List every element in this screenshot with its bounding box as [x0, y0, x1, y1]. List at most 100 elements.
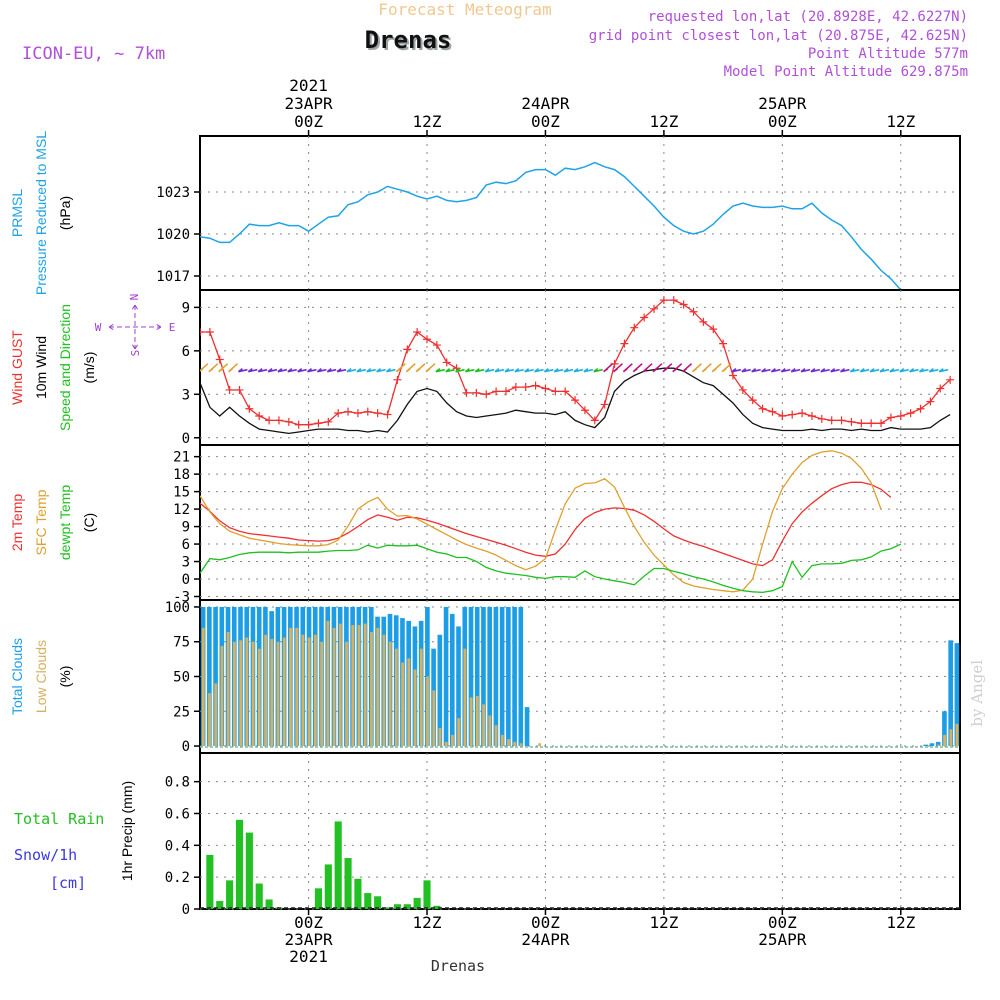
panel-clouds: 0 25 50 75 100 Total Clouds Low Clouds (%) [9, 599, 961, 755]
low-clouds-bar [320, 641, 324, 747]
wind-barb [287, 368, 297, 373]
total-clouds-bar [207, 606, 212, 747]
wind-gust-marker [679, 300, 688, 309]
wind-barb [534, 368, 544, 373]
y-tick-label: 18 [173, 467, 190, 483]
wind-gust-marker [580, 406, 589, 415]
wind-gust-marker [600, 400, 609, 409]
wind-barb [918, 368, 929, 373]
rain-bar [235, 819, 244, 909]
bottom-time-label: 12Z [413, 913, 442, 932]
wind-barb [494, 368, 505, 373]
low-clouds-bar [394, 648, 398, 747]
rain-bar [324, 864, 332, 909]
rain-bar [314, 888, 322, 909]
wind-gust-marker [511, 383, 520, 392]
y-axis-label: (%) [57, 666, 73, 688]
wind-barb [405, 363, 416, 373]
panel-frame [199, 752, 961, 910]
wind-barb [721, 363, 732, 373]
low-clouds-bar [943, 734, 946, 747]
wind-barb [228, 363, 239, 373]
wind-gust-marker [462, 388, 471, 397]
wind-barb [356, 368, 367, 373]
wind-gust-marker [768, 407, 777, 416]
low-clouds-bar [438, 727, 442, 747]
y-tick-label: 0.8 [165, 775, 190, 791]
y-tick-label: 1020 [156, 227, 190, 243]
wind-gust-marker [314, 419, 323, 428]
y-axis-label: 10m Wind [33, 336, 49, 399]
low-clouds-bar [370, 631, 373, 747]
bottom-time-label: 12Z [649, 913, 678, 932]
plot-area [200, 296, 955, 435]
low-clouds-bar [345, 641, 348, 747]
panel-frame [199, 444, 961, 601]
total-clouds-bar [437, 634, 443, 747]
wind-gust-marker [245, 404, 254, 413]
wind-gust-marker [294, 420, 303, 429]
wind-barb [307, 368, 317, 373]
wind-barb [938, 368, 949, 373]
wind-speed-line [200, 367, 951, 435]
total-clouds-bar [935, 741, 941, 747]
wind-gust-marker [225, 385, 234, 394]
wind-gust-marker [265, 416, 274, 425]
chart-subtitle: Forecast Meteogram [378, 0, 552, 19]
wind-gust-marker [916, 404, 925, 413]
total-clouds-bar [948, 640, 953, 747]
bottom-time-label: 00Z [294, 913, 323, 932]
wind-barb [208, 363, 219, 373]
rain-bar [423, 880, 431, 909]
wind-barb [800, 368, 811, 373]
wind-barb [928, 368, 939, 373]
wind-barb [445, 368, 455, 373]
wind-gust-marker [304, 420, 313, 429]
wind-gust-marker [334, 409, 343, 418]
top-time-label: 12Z [649, 112, 678, 131]
wind-gust-marker [205, 328, 214, 337]
low-clouds-bar [382, 634, 386, 747]
legend-snow-unit: [cm] [50, 874, 86, 892]
low-clouds-bar [507, 739, 510, 747]
wind-barb [553, 368, 564, 373]
rain-bar [393, 904, 401, 909]
y-axis-label: Speed and Direction [57, 304, 73, 431]
wind-barb [859, 368, 870, 373]
wind-gust-marker [630, 323, 639, 332]
y-tick-label: 21 [173, 450, 190, 466]
total-clouds-bar [923, 744, 929, 747]
bottom-time-label: 00Z [768, 913, 797, 932]
bottom-time-label: 23APR [284, 930, 333, 949]
wind-barb [622, 363, 633, 373]
rain-bar [374, 896, 382, 909]
wind-barb [247, 368, 258, 373]
y-tick-label: 25 [173, 704, 190, 720]
wind-barb [346, 368, 357, 373]
total-clouds-bar [443, 606, 449, 747]
pressure-line [200, 161, 903, 290]
total-clouds-bar [954, 643, 960, 747]
plot-area [200, 606, 960, 748]
low-clouds-bar [251, 641, 255, 747]
wind-barb [415, 363, 426, 373]
low-clouds-bar [233, 641, 236, 747]
low-clouds-bar [264, 634, 267, 747]
wind-gust-marker [689, 307, 698, 316]
y-tick-label: 1023 [156, 185, 190, 201]
wind-barb [514, 368, 524, 373]
y-axis-label: (hPa) [57, 196, 73, 230]
total-clouds-bar [213, 606, 218, 747]
wind-gust-marker [200, 328, 204, 337]
bottom-time-label: 2021 [289, 947, 328, 966]
rain-bar [226, 880, 234, 909]
wind-gust-marker [807, 412, 816, 421]
y-tick-label: 6 [182, 344, 190, 360]
y-tick-label: 12 [173, 502, 190, 518]
wind-gust-marker [827, 416, 836, 425]
wind-barb [682, 363, 693, 373]
low-clouds-bar [949, 729, 953, 747]
low-clouds-bar [257, 648, 261, 747]
